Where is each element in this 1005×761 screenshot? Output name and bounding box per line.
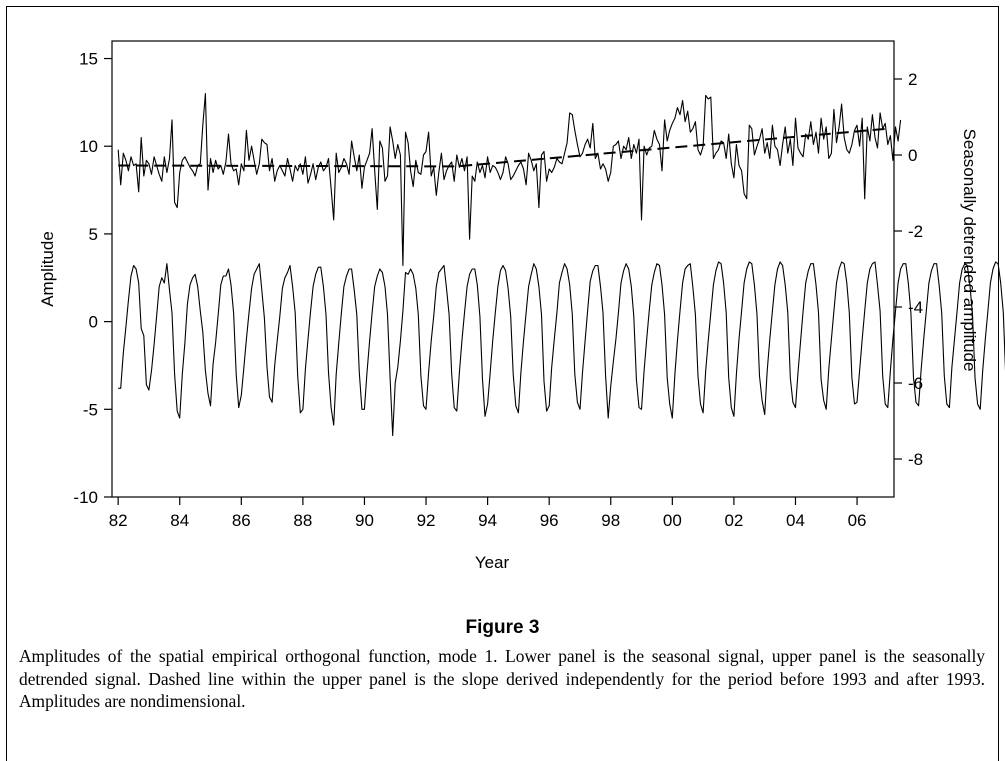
y-right-tick-label: -4 xyxy=(908,298,923,317)
x-tick-label: 06 xyxy=(848,511,867,530)
x-tick-label: 88 xyxy=(293,511,312,530)
x-tick-label: 02 xyxy=(724,511,743,530)
y-axis-title-right: Seasonally detrended amplitude xyxy=(960,129,979,372)
y-left-tick-label: 0 xyxy=(89,313,98,332)
amplitude-chart: 82 84 86 88 90 92 94 96 98 00 02 04 06 15 10 5 0 -5 -10 2 0 -… xyxy=(38,40,1005,572)
figure-caption: Amplitudes of the spatial empirical orth… xyxy=(19,646,985,711)
y-right-tick-label: -8 xyxy=(908,450,923,469)
x-tick-label: 92 xyxy=(417,511,436,530)
x-tick-label: 86 xyxy=(232,511,251,530)
y-right-tick-label: 2 xyxy=(908,70,917,89)
y-left-tick-label: 10 xyxy=(79,137,98,156)
y-left-tick-label: -10 xyxy=(73,488,98,507)
x-axis-title: Year xyxy=(475,553,510,572)
y-right-tick-label: -2 xyxy=(908,222,923,241)
y-right-tick-label: -6 xyxy=(908,374,923,393)
y-left-tick-label: 15 xyxy=(79,50,98,69)
x-tick-label: 00 xyxy=(663,511,682,530)
axes-layer: 82 84 86 88 90 92 94 96 98 00 02 04 06 15 10 5 0 -5 -10 2 0 -… xyxy=(73,50,923,530)
y-axis-title-left: Amplitude xyxy=(38,231,57,307)
y-left-tick-label: 5 xyxy=(89,225,98,244)
figure-frame xyxy=(6,6,999,761)
figure-label: Figure 3 xyxy=(465,617,540,638)
series-layer xyxy=(117,93,1005,437)
plot-area-box xyxy=(111,40,895,498)
x-tick-label: 84 xyxy=(170,511,189,530)
x-tick-label: 90 xyxy=(355,511,374,530)
y-right-tick-label: 0 xyxy=(908,146,917,165)
x-tick-label: 98 xyxy=(601,511,620,530)
x-tick-label: 04 xyxy=(786,511,805,530)
detrended-signal-line xyxy=(117,93,902,267)
x-tick-label: 94 xyxy=(478,511,497,530)
x-tick-label: 82 xyxy=(109,511,128,530)
y-left-tick-label: -5 xyxy=(83,400,98,419)
seasonal-signal-line xyxy=(118,261,1005,437)
trend-dashed-line xyxy=(118,127,888,168)
x-tick-label: 96 xyxy=(540,511,559,530)
